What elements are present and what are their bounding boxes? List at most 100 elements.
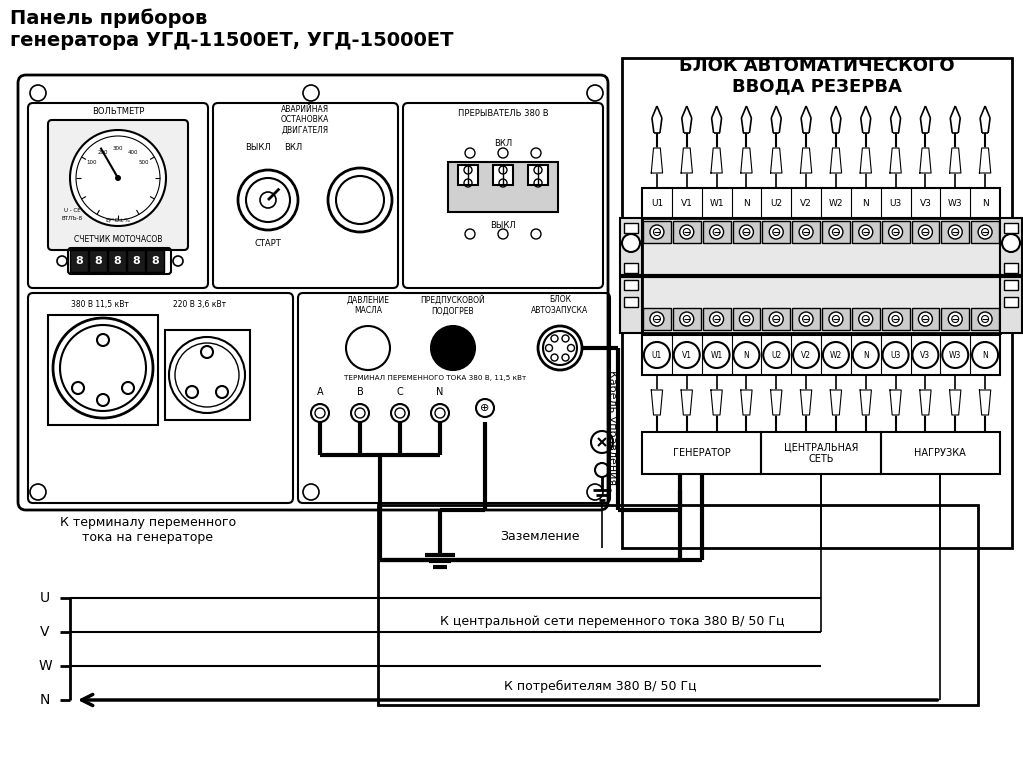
Circle shape: [982, 316, 988, 323]
Circle shape: [769, 225, 784, 239]
Text: W1: W1: [709, 198, 724, 208]
Text: C: C: [397, 387, 403, 397]
Bar: [822, 221, 850, 243]
Circle shape: [829, 312, 843, 326]
Bar: [642, 188, 1000, 218]
Bar: [642, 218, 1000, 333]
Text: Панель приборов
генератора УГД-11500ЕТ, УГД-15000ЕТ: Панель приборов генератора УГД-11500ЕТ, …: [10, 8, 453, 49]
Bar: [881, 432, 1000, 474]
Circle shape: [713, 229, 720, 236]
Bar: [673, 221, 701, 243]
Text: 8: 8: [114, 256, 121, 266]
Polygon shape: [741, 148, 752, 173]
Circle shape: [862, 316, 870, 323]
Text: СЧЕТЧИК МОТОЧАСОВ: СЧЕТЧИК МОТОЧАСОВ: [74, 236, 163, 244]
Text: W3: W3: [949, 351, 962, 359]
Text: К терминалу переменного
тока на генераторе: К терминалу переменного тока на генерато…: [60, 516, 236, 544]
Polygon shape: [652, 390, 663, 415]
Text: Кабель управления: Кабель управления: [607, 370, 617, 486]
Circle shape: [972, 342, 998, 368]
Circle shape: [919, 225, 932, 239]
Circle shape: [654, 229, 661, 236]
Circle shape: [978, 225, 992, 239]
Polygon shape: [949, 148, 961, 173]
Bar: [882, 221, 909, 243]
Bar: [146, 250, 164, 272]
Text: 100: 100: [87, 161, 97, 166]
Bar: [622, 58, 1012, 548]
Text: V1: V1: [681, 198, 693, 208]
Circle shape: [643, 342, 670, 368]
Polygon shape: [711, 390, 722, 415]
Polygon shape: [890, 148, 901, 173]
Text: Заземление: Заземление: [500, 530, 579, 544]
Bar: [852, 221, 880, 243]
Circle shape: [650, 225, 664, 239]
Text: V: V: [40, 625, 50, 639]
Circle shape: [919, 312, 932, 326]
Polygon shape: [860, 148, 872, 173]
Bar: [624, 297, 638, 307]
Bar: [762, 308, 790, 330]
Circle shape: [743, 229, 750, 236]
Text: ГЕНЕРАТОР: ГЕНЕРАТОР: [673, 448, 730, 458]
Text: ВКЛ: ВКЛ: [494, 138, 513, 148]
Bar: [528, 165, 548, 185]
Circle shape: [346, 326, 390, 370]
Circle shape: [551, 354, 558, 361]
Circle shape: [115, 175, 121, 181]
Circle shape: [772, 316, 780, 323]
Text: A: A: [317, 387, 323, 397]
Polygon shape: [831, 390, 842, 415]
Circle shape: [683, 316, 691, 323]
Text: 8: 8: [75, 256, 83, 266]
Circle shape: [833, 316, 840, 323]
Polygon shape: [979, 148, 990, 173]
Text: 220 В 3,6 кВт: 220 В 3,6 кВт: [174, 301, 226, 309]
Bar: [792, 221, 820, 243]
Circle shape: [710, 312, 723, 326]
Text: БЛОК АВТОМАТИЧЕСКОГО
ВВОДА РЕЗЕРВА: БЛОК АВТОМАТИЧЕСКОГО ВВОДА РЕЗЕРВА: [679, 56, 954, 95]
Text: ВЫКЛ: ВЫКЛ: [246, 144, 271, 152]
Polygon shape: [770, 390, 782, 415]
Text: ПРЕРЫВАТЕЛЬ 380 В: ПРЕРЫВАТЕЛЬ 380 В: [457, 109, 548, 119]
Text: W: W: [38, 659, 52, 673]
Polygon shape: [920, 390, 931, 415]
Text: 8: 8: [114, 256, 121, 266]
Bar: [1004, 263, 1018, 273]
Circle shape: [679, 225, 694, 239]
Bar: [493, 165, 513, 185]
Text: U1: U1: [651, 198, 663, 208]
Polygon shape: [831, 148, 842, 173]
Circle shape: [978, 312, 992, 326]
Circle shape: [942, 342, 968, 368]
Bar: [882, 308, 909, 330]
Polygon shape: [741, 390, 752, 415]
Bar: [642, 432, 761, 474]
Text: 300: 300: [113, 145, 123, 151]
Text: W2: W2: [830, 351, 842, 359]
Circle shape: [743, 316, 750, 323]
Bar: [379, 505, 978, 705]
Bar: [1004, 223, 1018, 233]
Circle shape: [889, 312, 902, 326]
Polygon shape: [800, 148, 812, 173]
Circle shape: [683, 229, 691, 236]
Text: V2: V2: [800, 198, 812, 208]
Bar: [732, 221, 760, 243]
Text: U3: U3: [889, 198, 901, 208]
Circle shape: [793, 342, 819, 368]
Text: СТАРТ: СТАРТ: [255, 240, 281, 248]
Circle shape: [740, 225, 753, 239]
Polygon shape: [681, 148, 693, 173]
Circle shape: [948, 225, 963, 239]
Text: ВОЛЬТМЕТР: ВОЛЬТМЕТР: [92, 108, 144, 116]
Text: N: N: [982, 198, 988, 208]
Circle shape: [769, 312, 784, 326]
Text: НАГРУЗКА: НАГРУЗКА: [915, 448, 966, 458]
Circle shape: [799, 225, 813, 239]
Polygon shape: [949, 390, 961, 415]
Text: N: N: [982, 351, 988, 359]
Circle shape: [704, 342, 729, 368]
Circle shape: [853, 342, 879, 368]
